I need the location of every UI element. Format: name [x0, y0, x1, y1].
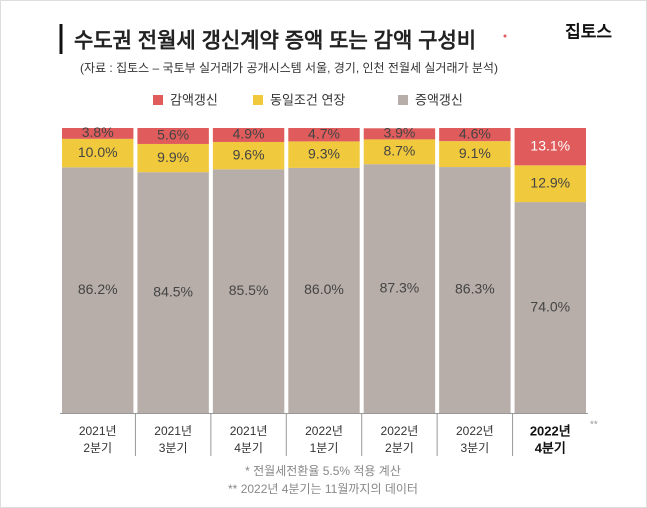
- value-label: 4.7%: [308, 125, 340, 141]
- legend-swatch: [398, 95, 408, 105]
- bar-segment: [137, 143, 209, 173]
- value-label: 10.0%: [78, 144, 118, 160]
- bar-segment: [439, 167, 511, 413]
- bar-segment: [514, 202, 586, 413]
- value-label: 9.3%: [308, 145, 340, 161]
- bar-segment: [288, 167, 360, 413]
- legend-label: 증액갱신: [415, 92, 463, 107]
- bar-segment: [62, 167, 134, 413]
- value-label: 86.2%: [78, 281, 118, 297]
- x-tick-label: 4분기: [535, 440, 566, 455]
- note: ** 2022년 4분기는 11월까지의 데이터: [228, 482, 418, 496]
- x-tick-label: 2022년: [381, 424, 419, 438]
- value-label: 13.1%: [530, 137, 570, 153]
- chart-title: 수도권 전월세 갱신계약 증액 또는 감액 구성비: [74, 30, 476, 53]
- bar-segment: [514, 128, 586, 166]
- bar-segment: [62, 138, 134, 168]
- bar-segment: [514, 165, 586, 203]
- value-label: 5.6%: [157, 127, 189, 143]
- x-tick-label: 3분기: [159, 441, 188, 455]
- x-tick-label: 2분기: [385, 441, 414, 455]
- legend-label: 감액갱신: [170, 92, 218, 107]
- x-tick-label: 1분기: [310, 441, 339, 455]
- bar-segment: [62, 128, 134, 139]
- x-tick-label: 2022년: [456, 424, 494, 438]
- bar-segment: [439, 128, 511, 142]
- legend-swatch: [253, 95, 263, 105]
- value-label: 86.3%: [455, 281, 495, 297]
- bar-segment: [212, 128, 285, 142]
- note: * 전월세전환율 5.5% 적용 계산: [245, 464, 401, 478]
- x-tick-label: 2021년: [154, 424, 192, 438]
- legend-label: 동일조건 연장: [270, 92, 345, 107]
- bar-segment: [288, 141, 360, 168]
- x-tick-label: 2021년: [230, 424, 268, 438]
- value-label: 8.7%: [383, 143, 415, 159]
- value-label: 87.3%: [380, 279, 420, 295]
- bar-segment: [137, 172, 209, 413]
- x-tick-label: 3분기: [460, 441, 489, 455]
- x-tick-label: 2분기: [83, 441, 112, 455]
- x-tick-label: 4분기: [234, 441, 263, 455]
- bar-segment: [363, 128, 436, 140]
- category-note-marker: **: [590, 420, 598, 431]
- value-label: 3.9%: [383, 125, 415, 141]
- value-label: 86.0%: [304, 281, 344, 297]
- bar-segment: [212, 169, 285, 413]
- value-label: 4.6%: [459, 125, 491, 141]
- x-tick-label: 2022년: [305, 424, 343, 438]
- bar-segment: [137, 128, 209, 144]
- value-label: 9.9%: [157, 149, 189, 165]
- x-tick-label: 2021년: [79, 424, 117, 438]
- value-label: 9.6%: [233, 146, 265, 162]
- bar-segment: [288, 128, 360, 142]
- bar-segment: [212, 141, 285, 170]
- value-label: 9.1%: [459, 145, 491, 161]
- legend-swatch: [153, 95, 163, 105]
- brand: 집토스: [565, 22, 612, 41]
- value-label: 3.8%: [82, 124, 114, 140]
- x-tick-label: 2022년: [530, 423, 571, 438]
- value-label: 12.9%: [530, 174, 570, 190]
- value-label: 74.0%: [530, 298, 570, 314]
- legend: 감액갱신 동일조건 연장 증액갱신: [153, 92, 463, 107]
- value-label: 85.5%: [229, 282, 269, 298]
- bar-segment: [363, 139, 436, 165]
- bar-segment: [363, 164, 436, 413]
- value-label: 4.9%: [233, 126, 265, 142]
- chart-subtitle: (자료 : 집토스 – 국토부 실거래가 공개시스템 서울, 경기, 인천 전월…: [80, 60, 498, 75]
- title-dot: [503, 34, 507, 38]
- value-label: 84.5%: [153, 283, 193, 299]
- bar-segment: [439, 141, 511, 168]
